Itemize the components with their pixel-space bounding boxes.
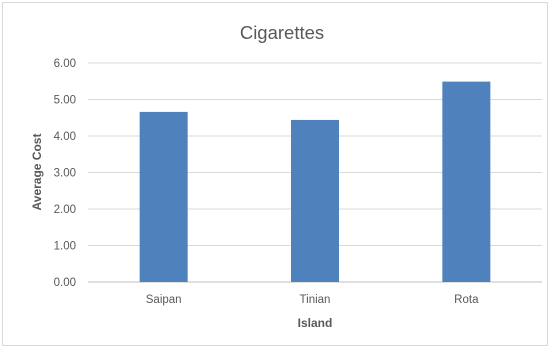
- bar-tinian: [291, 119, 339, 282]
- y-tick-label: 2.00: [54, 204, 76, 216]
- x-tick-label: Rota: [454, 294, 479, 306]
- y-tick-label: 5.00: [54, 95, 76, 107]
- y-tick-label: 4.00: [54, 131, 76, 143]
- x-axis-title: Island: [298, 316, 333, 330]
- chart-title: Cigarettes: [240, 22, 324, 43]
- y-axis-title: Average Cost: [30, 134, 44, 211]
- bars: [139, 81, 491, 283]
- y-tick-label: 3.00: [54, 168, 76, 180]
- x-axis-ticks: Saipan Tinian Rota: [146, 294, 479, 306]
- x-tick-label: Saipan: [146, 294, 182, 306]
- y-tick-label: 6.00: [54, 58, 76, 70]
- y-tick-label: 1.00: [54, 241, 76, 253]
- y-tick-label: 0.00: [54, 277, 76, 289]
- bar-rota: [442, 81, 491, 283]
- x-tick-label: Tinian: [300, 294, 331, 306]
- y-axis-ticks: 0.00 1.00 2.00 3.00 4.00 5.00 6.00: [54, 58, 76, 289]
- bar-saipan: [139, 111, 188, 282]
